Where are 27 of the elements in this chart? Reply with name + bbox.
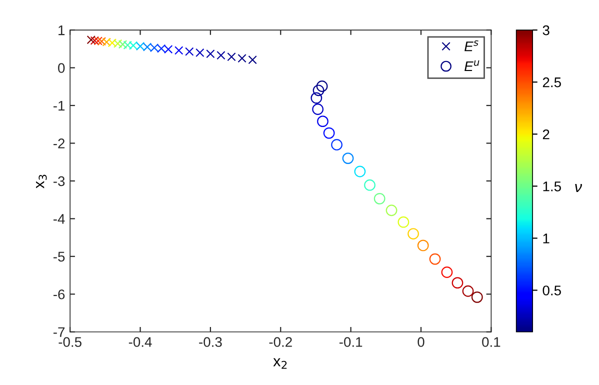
x-tick-label: 0 [418,337,424,347]
x-tick-label: -0.5 [58,337,82,347]
color-bar-label: 3 [542,25,550,36]
color-bar-label: 1 [543,234,550,244]
y-tick-label: -2 [53,138,65,148]
x-tick-label: 0.1 [482,337,500,347]
y-axis-title: x$_{3}$ [36,174,47,188]
color-bar-label: 2.5 [542,77,561,88]
x-tick-label: -0.1 [339,337,362,347]
y-tick-label: -6 [53,289,65,300]
y-tick-label: -5 [53,252,65,262]
x-tick-label: -0.4 [128,337,152,347]
y-tick-label: 0 [58,63,65,73]
color-bar-label: 0.5 [542,286,561,296]
y-tick-label: -7 [53,327,65,337]
x-tick-label: -0.2 [269,337,292,347]
color-bar-title: ν [575,184,582,192]
y-tick-label: -4 [53,214,65,224]
y-tick-label: 1 [58,26,65,36]
color-bar-label: 2 [542,129,550,140]
legend-label: E$^{s}$ [464,40,478,52]
color-bar-label: 1.5 [543,182,561,192]
x-tick-label: -0.3 [199,337,222,347]
legend-label: E$^{u}$ [464,60,480,72]
y-tick-label: -1 [53,100,65,111]
y-tick-label: -3 [53,176,65,186]
x-axis-title: x$_{2}$ [273,358,287,369]
